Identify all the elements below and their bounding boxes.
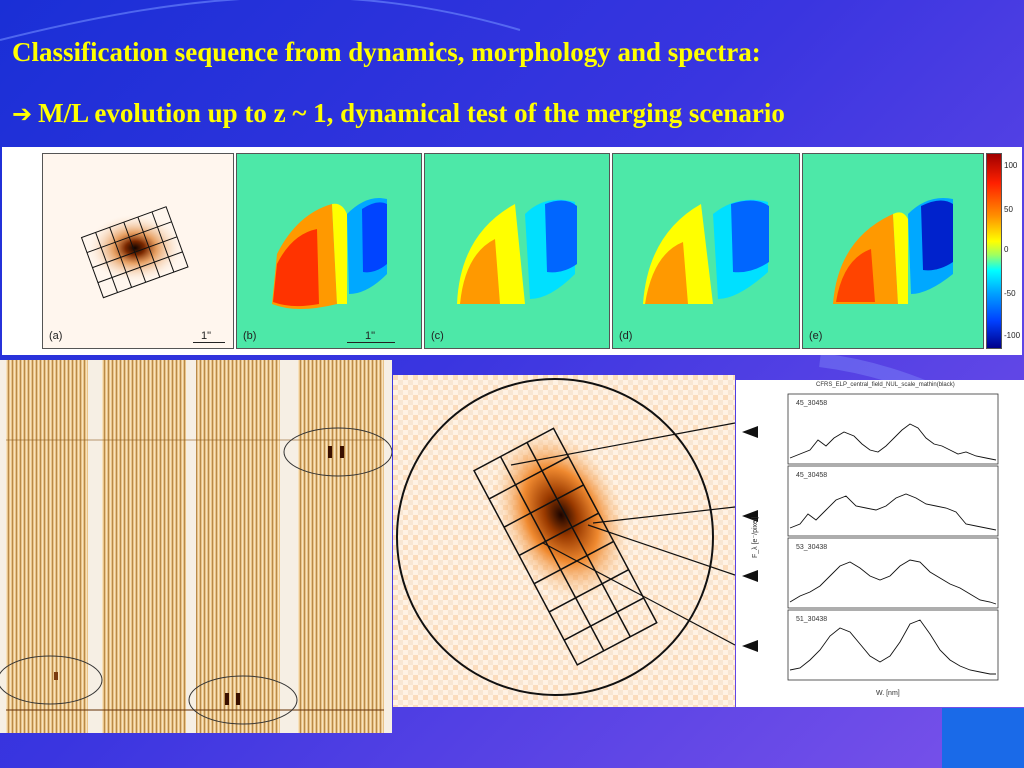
spectra-plots [742,393,999,681]
x-axis-label: W. [nm] [876,690,900,697]
colorbar-tick: -100 [1004,331,1021,340]
panel-label-e: (e) [809,330,823,342]
scale-bar-b [347,342,395,343]
panel-b-velocity-map: (b) 1" [236,153,422,349]
panel-d-velocity-map: (d) [612,153,800,349]
slide-title: Classification sequence from dynamics, m… [12,37,761,67]
velocity-map-c [457,199,577,304]
subtitle-text: M/L evolution up to z ~ 1, dynamical tes… [38,98,785,128]
plot-tag: 45_30458 [796,400,828,407]
velocity-map-b [272,198,387,309]
scale-label-b: 1" [365,330,376,342]
spectra-2d-image [0,360,392,733]
arrow-right-icon: ➔ [12,100,33,128]
panel-e-velocity-map: (e) [802,153,984,349]
spectra-plot-panel: CFRS_ELP_central_field_NUL_scale_mathin(… [736,380,1024,707]
colorbar-tick: -50 [1004,289,1016,298]
hst-galaxy-ifu-image [393,375,735,707]
slide-subtitle: ➔ M/L evolution up to z ~ 1, dynamical te… [12,97,785,130]
velocity-map-strip: (a) 1" (b) 1" (c) (d) [2,147,1022,355]
colorbar-ticks: 100 50 0 -50 -100 [1004,153,1022,349]
velocity-map-e [833,198,953,304]
plot-tag: 53_30438 [796,544,828,551]
panel-label-d: (d) [619,330,633,342]
colorbar-tick: 50 [1004,205,1013,214]
plot-header: CFRS_ELP_central_field_NUL_scale_mathin(… [816,382,955,388]
y-axis-label: F_λ [e⁻/pixel] [752,516,759,558]
velocity-map-d [643,199,769,304]
scale-label-a: 1" [201,330,212,342]
plot-tag: 45_30458 [796,472,828,479]
colorbar-tick: 0 [1004,245,1009,254]
velocity-colorbar [986,153,1002,349]
panel-a-galaxy-image: (a) 1" [42,153,234,349]
colorbar-tick: 100 [1004,161,1018,170]
panel-label-c: (c) [431,330,444,342]
panel-label-a: (a) [49,330,63,342]
panel-c-velocity-map: (c) [424,153,610,349]
scale-bar-a [193,342,225,343]
plot-tag: 51_30438 [796,616,828,623]
galaxy-image [80,206,189,299]
corner-accent [942,708,1024,768]
panel-label-b: (b) [243,330,257,342]
